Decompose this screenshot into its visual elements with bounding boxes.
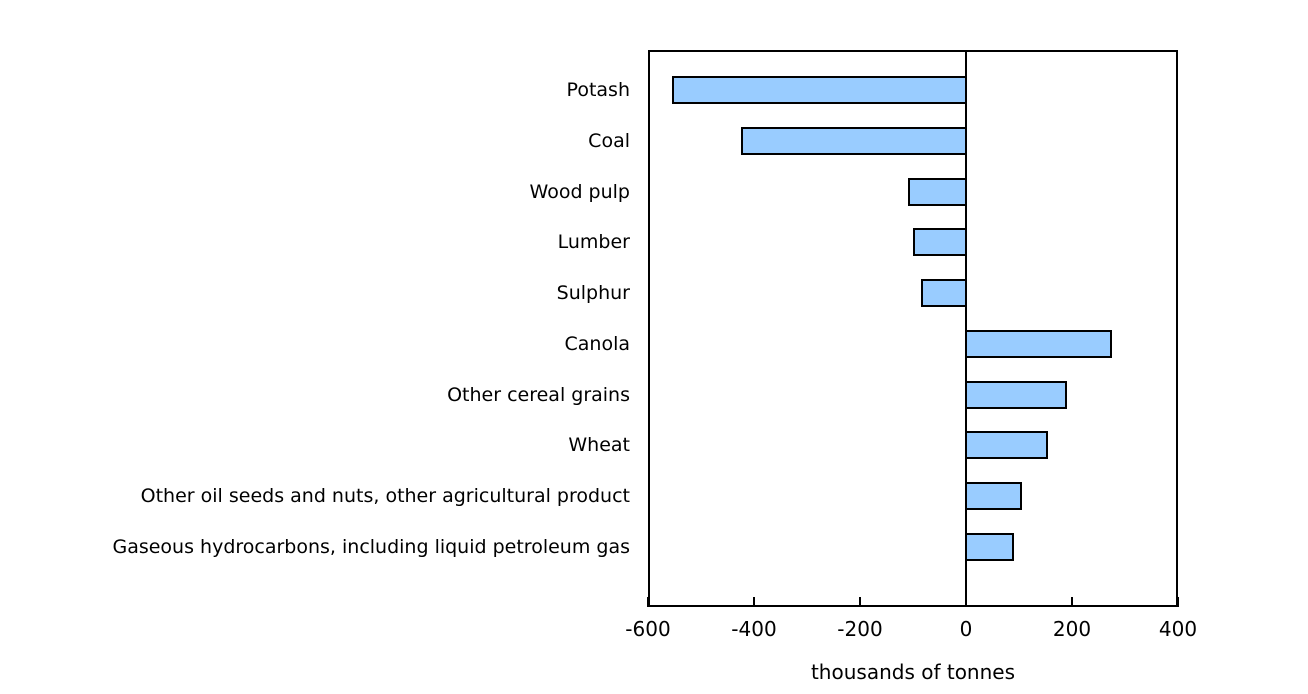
x-tick-minus600 [647, 597, 649, 607]
category-label-coal: Coal [588, 130, 630, 152]
x-tick-label-minus200: -200 [837, 617, 883, 641]
bar-coal [741, 127, 967, 155]
x-tick-minus200 [859, 597, 861, 607]
x-tick-0 [965, 597, 967, 607]
x-tick-400 [1177, 597, 1179, 607]
category-label-lumber: Lumber [557, 231, 630, 253]
plot-area [647, 50, 1179, 607]
category-label-gaseous-hydrocarbons-including-liquid-petroleum-gas: Gaseous hydrocarbons, including liquid p… [112, 536, 630, 558]
category-label-canola: Canola [564, 333, 631, 355]
bar-gaseous-hydrocarbons-including-liquid-petroleum-gas [965, 533, 1014, 561]
category-label-potash: Potash [566, 79, 630, 101]
x-tick-200 [1071, 597, 1073, 607]
zero-baseline [965, 50, 967, 607]
category-label-other-cereal-grains: Other cereal grains [447, 384, 630, 406]
category-label-sulphur: Sulphur [556, 282, 630, 304]
x-tick-minus400 [753, 597, 755, 607]
bar-potash [672, 76, 967, 104]
category-label-wood-pulp: Wood pulp [529, 181, 630, 203]
x-tick-label-minus400: -400 [731, 617, 777, 641]
bar-other-cereal-grains [965, 381, 1067, 409]
x-tick-label-400: 400 [1158, 617, 1198, 641]
bar-lumber [913, 228, 967, 256]
x-axis-title: thousands of tonnes [810, 660, 1016, 684]
bar-other-oil-seeds-and-nuts-other-agricultural-product [965, 482, 1022, 510]
bar-sulphur [921, 279, 967, 307]
category-label-wheat: Wheat [568, 434, 630, 456]
bar-canola [965, 330, 1112, 358]
x-tick-label-0: 0 [959, 617, 973, 641]
bar-wood-pulp [908, 178, 967, 206]
bar-wheat [965, 431, 1048, 459]
x-tick-label-200: 200 [1052, 617, 1092, 641]
x-tick-label-minus600: -600 [625, 617, 671, 641]
category-label-other-oil-seeds-and-nuts-other-agricultural-product: Other oil seeds and nuts, other agricult… [140, 485, 630, 507]
